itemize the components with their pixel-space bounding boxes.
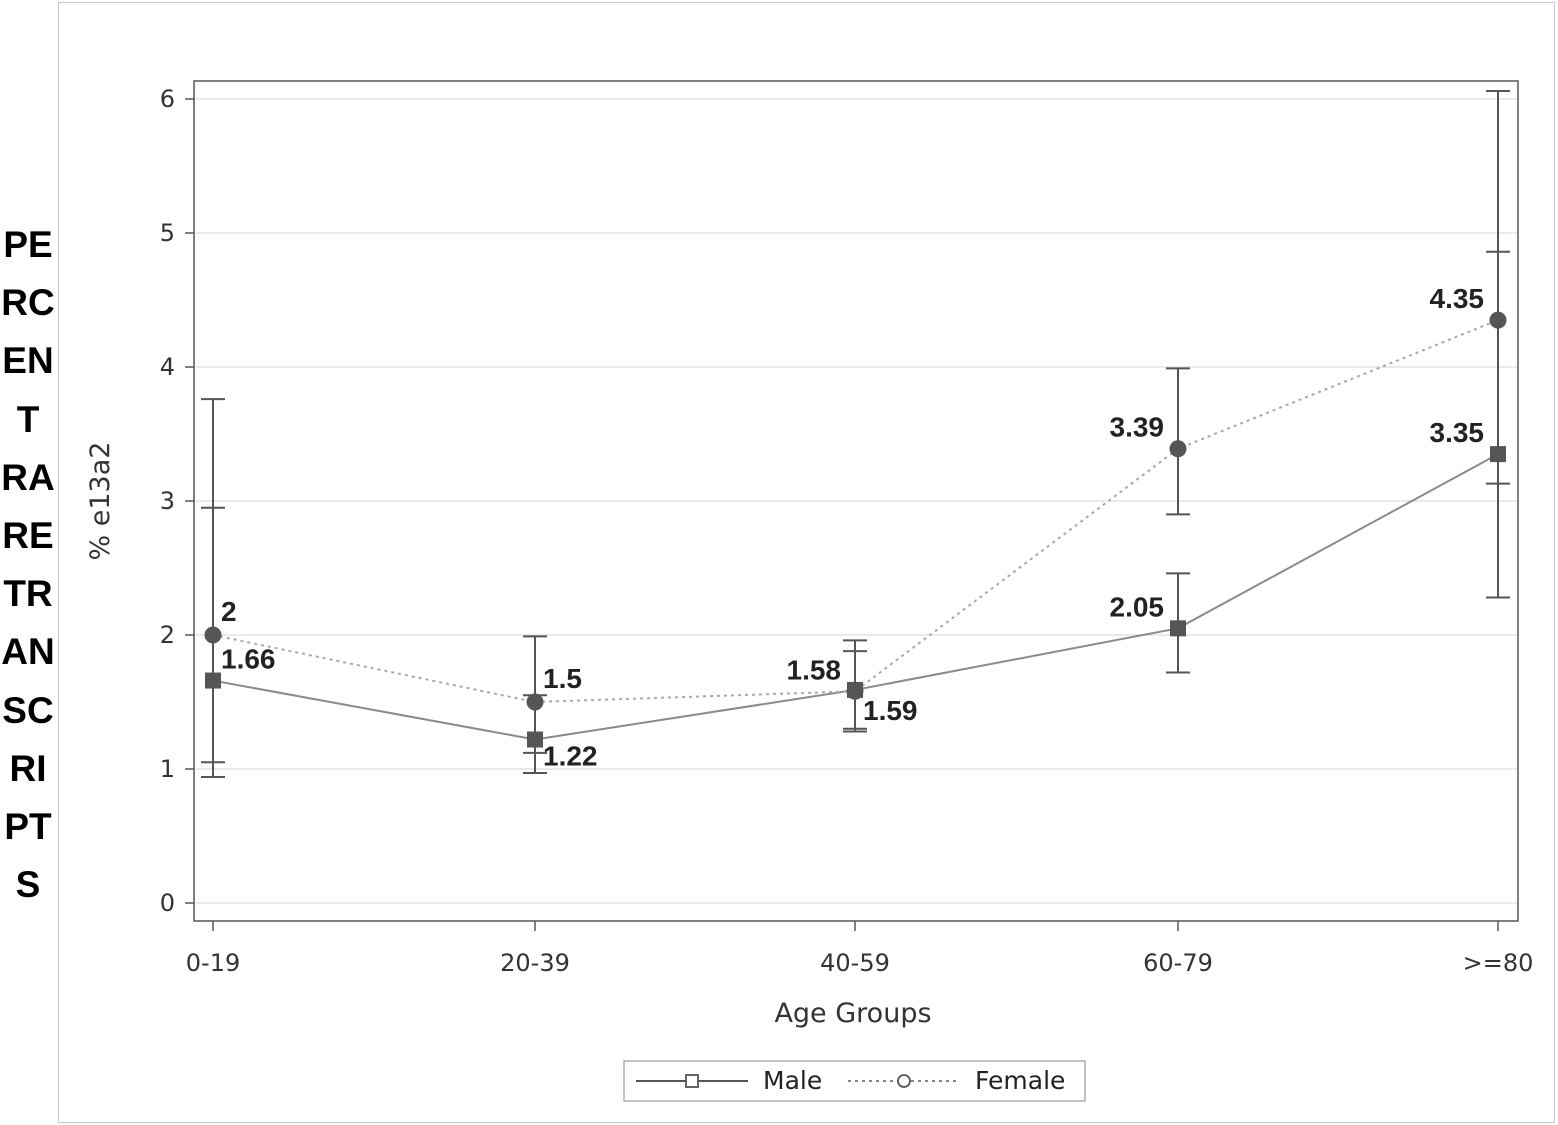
y-tick-label: 2 (160, 621, 175, 649)
male-data-label: 1.59 (863, 695, 918, 726)
x-tick-label: >=80 (1463, 949, 1534, 977)
legend: Male Female (623, 1060, 1086, 1102)
male-data-label: 2.05 (1110, 591, 1165, 622)
female-data-label: 2 (221, 596, 237, 627)
x-tick-label: 40-59 (820, 949, 890, 977)
legend-male-label: Male (763, 1066, 822, 1095)
female-data-label: 4.35 (1430, 283, 1485, 314)
female-point (846, 682, 864, 700)
y-tick-label: 4 (160, 353, 175, 381)
female-data-label: 3.39 (1110, 412, 1165, 443)
y-tick-label: 5 (160, 219, 175, 247)
legend-male-marker (685, 1074, 699, 1088)
x-tick-label: 0-19 (186, 949, 240, 977)
chart-frame (58, 2, 1555, 1123)
male-point (527, 731, 543, 748)
x-tick-label: 20-39 (500, 949, 570, 977)
female-point (204, 626, 222, 644)
legend-female-marker (897, 1074, 911, 1088)
x-tick-label: 60-79 (1143, 949, 1213, 977)
male-point (205, 672, 221, 689)
male-data-label: 3.35 (1430, 417, 1485, 448)
female-point (526, 693, 544, 711)
female-point (1489, 311, 1507, 329)
female-point (1169, 440, 1187, 458)
legend-female-label: Female (975, 1066, 1065, 1095)
female-series-line (212, 319, 1499, 704)
y-tick-label: 0 (160, 889, 175, 917)
female-error-bar (1486, 89, 1510, 485)
x-axis-title: Age Groups (774, 998, 931, 1029)
y-tick-label: 1 (160, 755, 175, 783)
female-data-label: 1.58 (787, 654, 842, 685)
female-data-label: 1.5 (543, 663, 582, 694)
y-tick-label: 3 (160, 487, 175, 515)
side-label: PERCENT RARE TRANSCRIPTS (0, 196, 56, 938)
male-data-label: 1.22 (543, 741, 598, 772)
male-point (1490, 446, 1506, 463)
y-axis-title: % e13a2 (85, 442, 116, 561)
male-data-label: 1.66 (221, 644, 276, 675)
side-label-text: PERCENT RARE TRANSCRIPTS (1, 224, 55, 906)
female-error-bar (201, 398, 225, 779)
y-tick-label: 6 (160, 85, 175, 113)
male-point (1170, 620, 1186, 637)
